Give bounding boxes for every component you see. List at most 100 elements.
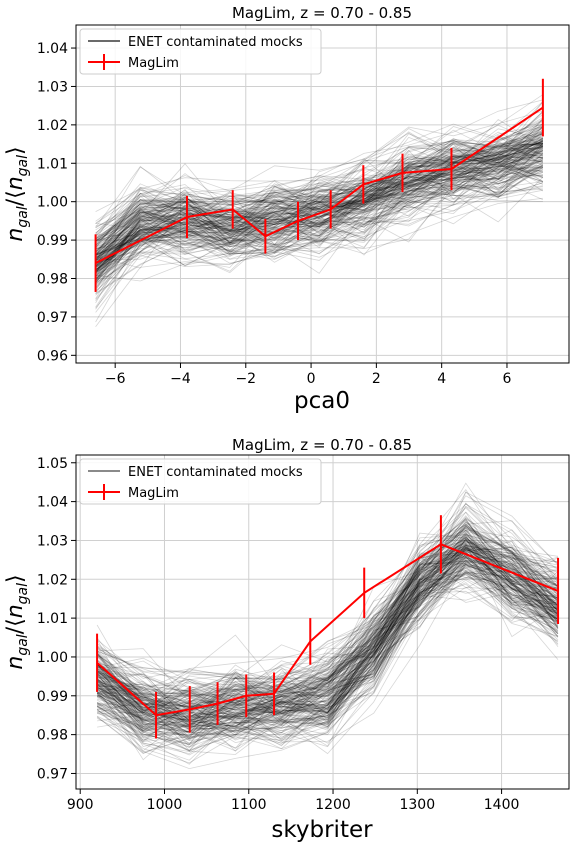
mock-line (95, 171, 544, 259)
mock-line (95, 176, 544, 283)
mock-line (96, 522, 559, 706)
mock-line (96, 574, 559, 752)
mock-line (95, 165, 544, 270)
x-tick-label: 4 (437, 371, 446, 387)
mock-line (95, 132, 544, 264)
mock-line (95, 133, 544, 279)
mock-line (95, 150, 544, 281)
mock-line (96, 550, 559, 727)
mock-line (95, 123, 544, 222)
mock-line (95, 140, 544, 253)
mock-line (95, 133, 544, 242)
mock-line (95, 143, 544, 230)
mock-line (95, 143, 544, 267)
mock-line (95, 156, 543, 268)
mock-line (95, 159, 544, 277)
mock-line (96, 583, 559, 742)
y-tick-label: 1.00 (37, 195, 68, 211)
mock-line (95, 149, 544, 269)
y-tick-label: 1.01 (37, 156, 68, 172)
mock-line (95, 145, 543, 281)
mock-line (95, 143, 543, 284)
mock-line (97, 544, 559, 725)
mock-line (95, 154, 543, 240)
mock-line (97, 517, 559, 726)
mock-line (95, 142, 544, 278)
x-tick-label: 0 (307, 371, 316, 387)
mock-line (96, 557, 559, 733)
x-tick-label: −2 (235, 371, 256, 387)
mock-line (96, 570, 559, 730)
mock-line (96, 540, 559, 713)
mock-line (96, 511, 559, 716)
mock-line (96, 527, 559, 714)
mock-line (96, 548, 559, 752)
mock-line (96, 539, 559, 711)
mock-line (97, 545, 559, 729)
mock-line (96, 571, 559, 753)
mock-line (96, 551, 559, 728)
mock-line (95, 135, 544, 256)
mock-line (95, 152, 543, 264)
mock-line (95, 140, 544, 265)
mock-line (96, 536, 559, 706)
mock-line (95, 151, 544, 274)
mock-line (95, 144, 544, 281)
mock-line (95, 156, 544, 268)
mock-line (95, 133, 544, 267)
panel-title: MagLim, z = 0.70 - 0.85 (232, 4, 412, 22)
y-tick-label: 1.05 (37, 456, 68, 472)
mock-line (95, 125, 544, 257)
mock-line (95, 160, 544, 256)
mock-line (95, 188, 543, 295)
mock-line (95, 148, 544, 254)
mock-line (95, 110, 544, 234)
y-tick-label: 1.01 (37, 611, 68, 627)
y-label-sub2: gal (15, 583, 31, 604)
y-label-slash: /⟨ (3, 190, 28, 206)
mock-line (96, 482, 559, 718)
mock-line (95, 197, 543, 276)
mock-line (95, 169, 543, 268)
mock-line (96, 534, 559, 717)
mock-line (95, 142, 543, 262)
mock-line (96, 521, 559, 711)
x-axis-label: skybriter (271, 817, 373, 843)
x-tick-label: −4 (170, 371, 191, 387)
mock-line (95, 164, 544, 309)
mock-line (95, 139, 544, 246)
mock-line (96, 564, 559, 727)
mock-line (95, 153, 543, 265)
mock-line (96, 568, 559, 716)
mock-line (96, 527, 559, 706)
x-tick-label: 1300 (399, 797, 435, 813)
mock-line (95, 153, 544, 267)
mock-line (95, 157, 544, 260)
mock-line (95, 111, 544, 240)
mock-line (95, 145, 544, 260)
mock-line (95, 181, 543, 274)
mock-line (95, 182, 544, 327)
y-tick-label: 1.04 (37, 41, 68, 57)
mock-line (95, 99, 543, 241)
y-label-close: ⟩ (3, 146, 28, 155)
mock-line (95, 172, 543, 279)
mock-line (95, 146, 543, 246)
mock-line (97, 556, 559, 724)
mock-line (96, 529, 559, 699)
mock-line (97, 578, 559, 748)
mock-line (96, 511, 559, 696)
mock-line (96, 540, 559, 736)
mock-line (96, 561, 559, 761)
mock-line (96, 532, 559, 712)
mock-line (96, 564, 559, 753)
mock-line (95, 136, 543, 264)
mock-line (95, 155, 543, 270)
mock-line (95, 170, 543, 296)
mock-line (95, 145, 543, 272)
mock-line (95, 147, 543, 243)
mock-line (95, 150, 543, 260)
mock-line (95, 165, 544, 280)
mock-line (96, 563, 559, 741)
mock-line (95, 127, 544, 257)
